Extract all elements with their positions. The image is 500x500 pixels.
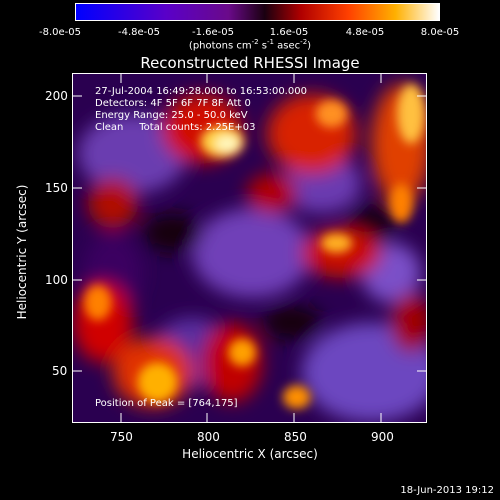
datestamp: 18-Jun-2013 19:12 [400, 485, 494, 496]
colorbar-tick-label: 1.6e-05 [269, 27, 309, 38]
y-tick-label: 200 [45, 89, 68, 103]
y-axis-label: Heliocentric Y (arcsec) [15, 184, 29, 320]
x-tick-label: 900 [371, 430, 394, 444]
colorbar-gradient [76, 4, 439, 20]
y-tick-label: 50 [52, 364, 68, 378]
colorbar-units: (photons cm-2 s-1 asec-2) [188, 38, 312, 52]
detectors-info: Detectors: 4F 5F 6F 7F 8F Att 0 [95, 98, 251, 109]
image-plot-area: 27-Jul-2004 16:49:28.000 to 16:53:00.000… [72, 73, 427, 423]
plot-title: Reconstructed RHESSI Image [140, 54, 360, 72]
clean-total-counts: Clean Total counts: 2.25E+03 [95, 122, 256, 133]
y-tick-label: 100 [45, 273, 68, 287]
x-tick-label: 850 [284, 430, 307, 444]
colorbar [75, 3, 440, 21]
colorbar-tick-label: -8.0e-05 [39, 27, 81, 38]
colorbar-tick-label: -4.8e-05 [118, 27, 160, 38]
colorbar-tick-label: 8.0e-05 [420, 27, 460, 38]
colorbar-tick-label: -1.6e-05 [192, 27, 234, 38]
rhessi-image [73, 74, 426, 422]
x-tick-label: 750 [110, 430, 133, 444]
x-tick-label: 800 [197, 430, 220, 444]
colorbar-tick-label: 4.8e-05 [345, 27, 385, 38]
x-axis-label: Heliocentric X (arcsec) [182, 447, 318, 461]
energy-range: Energy Range: 25.0 - 50.0 keV [95, 110, 248, 121]
observation-time: 27-Jul-2004 16:49:28.000 to 16:53:00.000 [95, 86, 307, 97]
y-tick-label: 150 [45, 181, 68, 195]
peak-position: Position of Peak = [764,175] [95, 398, 238, 409]
